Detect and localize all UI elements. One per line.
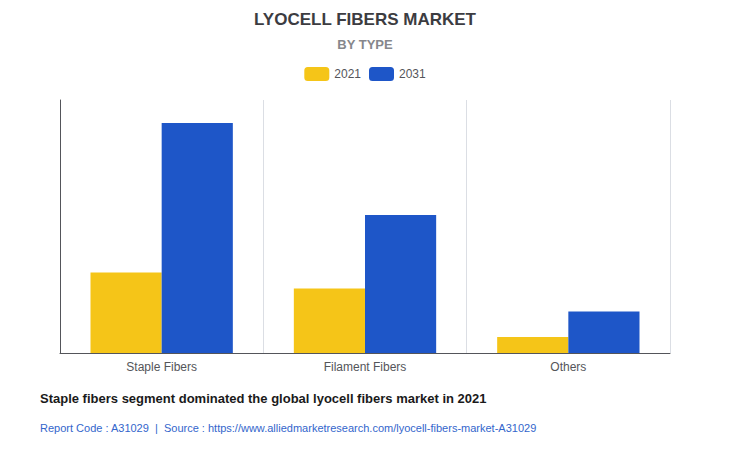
svg-text:Report Code : A31029 | Sourc: Report Code : A31029 | Source : https://… bbox=[40, 422, 536, 434]
svg-text:LYOCELL FIBERS MARKET: LYOCELL FIBERS MARKET bbox=[254, 10, 477, 29]
svg-text:BY TYPE: BY TYPE bbox=[337, 37, 393, 52]
svg-text:Staple fibers segment dominate: Staple fibers segment dominated the glob… bbox=[40, 391, 486, 406]
svg-text:2021: 2021 bbox=[334, 67, 361, 81]
svg-text:Others: Others bbox=[550, 360, 586, 374]
svg-text:Filament Fibers: Filament Fibers bbox=[324, 360, 407, 374]
svg-text:Staple Fibers: Staple Fibers bbox=[126, 360, 197, 374]
svg-text:2031: 2031 bbox=[399, 67, 426, 81]
